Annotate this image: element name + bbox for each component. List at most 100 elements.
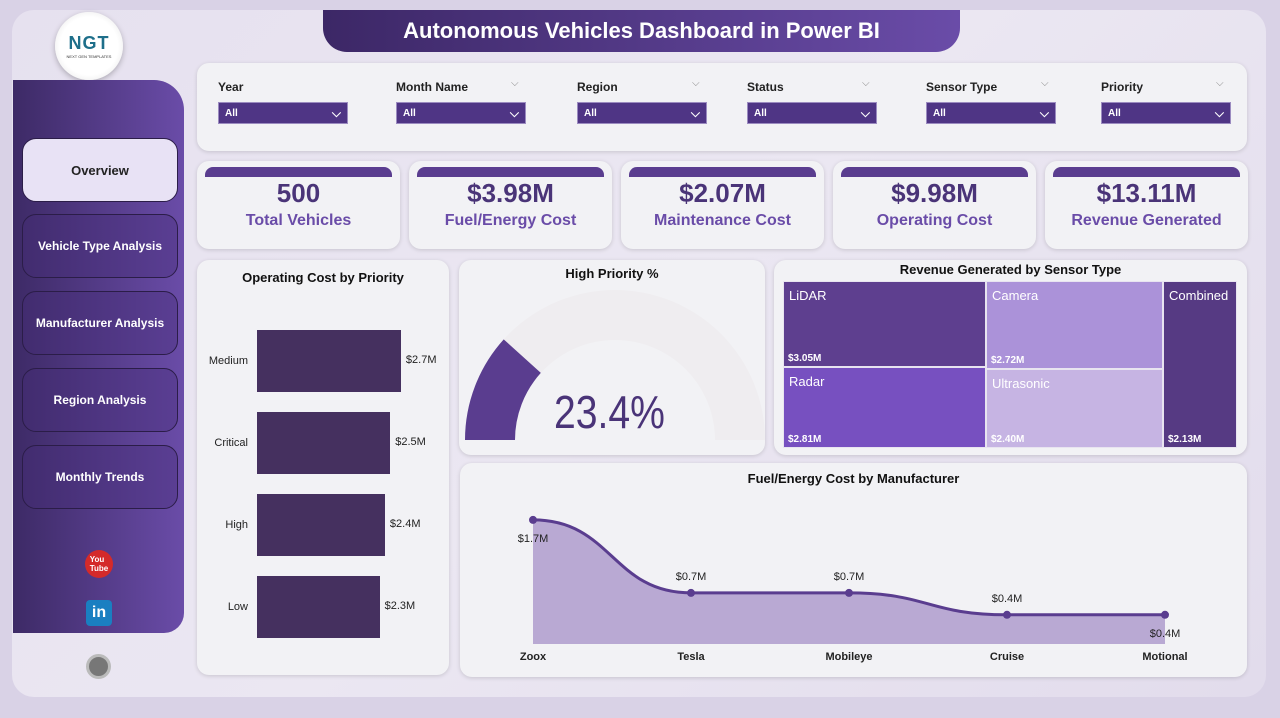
treemap-tile-name: Combined xyxy=(1169,288,1229,303)
chevron-down-icon[interactable]: ⌵ xyxy=(1041,78,1049,89)
x-tick-label: Zoox xyxy=(520,651,547,663)
chevron-down-icon[interactable]: ⌵ xyxy=(692,78,700,89)
treemap-tile-value: $3.05M xyxy=(788,353,822,364)
kpi-value: $3.98M xyxy=(467,178,554,208)
logo-text: NGT xyxy=(68,33,110,53)
bar-data-label: $2.3M xyxy=(384,600,416,612)
filter-label-year: Year xyxy=(218,80,244,94)
bar-low xyxy=(257,576,380,638)
x-tick-label: Mobileye xyxy=(825,651,872,663)
treemap-tile-name: LiDAR xyxy=(789,288,827,303)
gauge-value: 23.4% xyxy=(554,386,665,438)
kpi-label: Operating Cost xyxy=(876,212,993,229)
data-point[interactable] xyxy=(845,588,853,597)
youtube-icon[interactable]: You Tube xyxy=(85,550,113,578)
linkedin-icon[interactable]: in xyxy=(86,600,112,626)
filter-region-dropdown[interactable]: All ⌵ xyxy=(577,102,707,124)
page-title: Autonomous Vehicles Dashboard in Power B… xyxy=(323,10,960,52)
bar-data-label: $2.5M xyxy=(395,436,426,448)
kpi-card: $2.07M Maintenance Cost xyxy=(621,161,824,249)
chevron-down-icon[interactable]: ⌵ xyxy=(862,78,870,89)
treemap-tile-value: $2.40M xyxy=(991,434,1025,445)
bar-data-label: $2.4M xyxy=(389,518,421,530)
treemap-tile-ultrasonic[interactable]: Ultrasonic $2.40M xyxy=(986,369,1163,448)
treemap-tile-name: Camera xyxy=(992,288,1039,303)
chevron-down-icon[interactable]: ⌵ xyxy=(511,78,519,89)
filter-priority-dropdown[interactable]: All ⌵ xyxy=(1101,102,1231,124)
filter-label-sensor-type: Sensor Type xyxy=(926,80,998,94)
data-point[interactable] xyxy=(1003,610,1011,619)
chart-title: Revenue Generated by Sensor Type xyxy=(899,262,1122,277)
dropdown-value: All xyxy=(754,107,767,119)
data-label: $0.7M xyxy=(676,571,707,583)
dropdown-value: All xyxy=(933,107,946,119)
data-label: $0.4M xyxy=(1150,628,1181,640)
ngt-logo: NGT NEXT GEN TEMPLATES xyxy=(55,12,123,80)
gauge-fill xyxy=(465,339,541,440)
bar-data-label: $2.7M xyxy=(405,354,437,366)
kpi-card: $9.98M Operating Cost xyxy=(833,161,1036,249)
nav-overview[interactable]: Overview xyxy=(22,138,178,202)
x-tick-label: Tesla xyxy=(677,651,705,663)
chevron-down-icon: ⌵ xyxy=(1039,105,1049,120)
bar-category-label: Low xyxy=(227,601,248,613)
x-tick-label: Motional xyxy=(1142,651,1187,663)
chevron-down-icon: ⌵ xyxy=(690,105,700,120)
bar-category-label: High xyxy=(225,519,248,531)
nav-monthly-trends[interactable]: Monthly Trends xyxy=(22,445,178,509)
treemap-tile-radar[interactable]: Radar $2.81M xyxy=(783,367,986,448)
chart-title: Operating Cost by Priority xyxy=(242,270,404,285)
dropdown-value: All xyxy=(403,107,416,119)
chart-title: High Priority % xyxy=(565,266,659,281)
filter-label-region: Region xyxy=(577,80,618,94)
dropdown-value: All xyxy=(584,107,597,119)
filter-month-name-dropdown[interactable]: All ⌵ xyxy=(396,102,526,124)
filter-sensor-type-dropdown[interactable]: All ⌵ xyxy=(926,102,1056,124)
filter-label-month-name: Month Name xyxy=(396,80,468,94)
kpi-label: Total Vehicles xyxy=(245,212,352,229)
treemap-tile-value: $2.81M xyxy=(788,434,822,445)
filter-panel xyxy=(197,63,1247,151)
area-fill xyxy=(533,519,1165,644)
kpi-value: 500 xyxy=(276,178,321,208)
chevron-down-icon[interactable]: ⌵ xyxy=(1216,78,1224,89)
bar-category-label: Critical xyxy=(214,437,248,449)
data-label: $0.4M xyxy=(992,593,1023,605)
treemap-tile-camera[interactable]: Camera $2.72M xyxy=(986,281,1163,369)
gauge-track xyxy=(465,290,765,440)
bar-category-label: Medium xyxy=(208,355,248,367)
kpi-accent-bar xyxy=(1053,167,1240,177)
kpi-card: $13.11M Revenue Generated xyxy=(1045,161,1248,249)
data-point[interactable] xyxy=(687,588,695,597)
dropdown-value: All xyxy=(225,107,238,119)
chart-title: Fuel/Energy Cost by Manufacturer xyxy=(747,471,960,486)
kpi-value: $2.07M xyxy=(679,178,766,208)
kpi-card: 500 Total Vehicles xyxy=(197,161,400,249)
data-label: $1.7M xyxy=(518,533,549,545)
data-point[interactable] xyxy=(1161,610,1169,619)
kpi-accent-bar xyxy=(205,167,392,177)
dropdown-value: All xyxy=(1108,107,1121,119)
filter-year-dropdown[interactable]: All ⌵ xyxy=(218,102,348,124)
globe-icon[interactable] xyxy=(86,654,111,679)
treemap-tile-combined[interactable]: Combined $2.13M xyxy=(1163,281,1237,448)
data-point[interactable] xyxy=(529,515,537,524)
x-tick-label: Cruise xyxy=(990,651,1024,663)
chevron-down-icon: ⌵ xyxy=(331,105,341,120)
kpi-accent-bar xyxy=(629,167,816,177)
kpi-value: $13.11M xyxy=(1096,178,1197,208)
nav-vehicle-type-analysis[interactable]: Vehicle Type Analysis xyxy=(22,214,178,278)
chevron-down-icon: ⌵ xyxy=(860,105,870,120)
filter-label-priority: Priority xyxy=(1101,80,1144,94)
kpi-accent-bar xyxy=(841,167,1028,177)
high-priority-gauge-card: High Priority % 23.4% xyxy=(459,260,765,455)
filter-status-dropdown[interactable]: All ⌵ xyxy=(747,102,877,124)
treemap-tile-name: Ultrasonic xyxy=(992,376,1050,391)
bar-high xyxy=(257,494,385,556)
treemap-tile-lidar[interactable]: LiDAR $3.05M xyxy=(783,281,986,367)
treemap-tile-name: Radar xyxy=(789,374,825,389)
bar-medium xyxy=(257,330,401,392)
nav-manufacturer-analysis[interactable]: Manufacturer Analysis xyxy=(22,291,178,355)
nav-region-analysis[interactable]: Region Analysis xyxy=(22,368,178,432)
